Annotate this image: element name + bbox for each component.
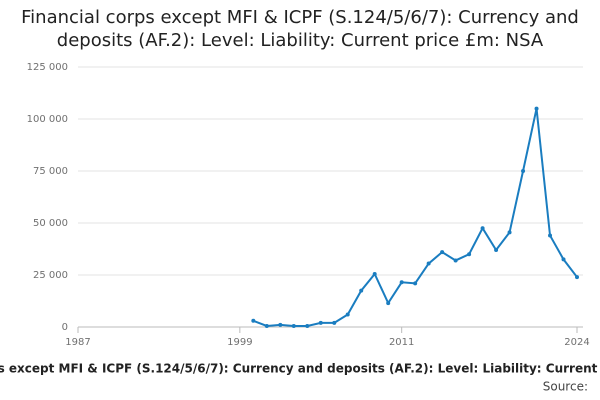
source: Source:: [543, 380, 588, 394]
y-tick-label: 25 000: [33, 270, 68, 281]
point: [548, 233, 553, 238]
point: [440, 250, 445, 255]
x-tick-label: 2024: [564, 337, 589, 348]
y-tick-label: 50 000: [33, 218, 68, 229]
point: [345, 312, 350, 317]
point: [291, 323, 296, 328]
y-tick-label: 100 000: [27, 114, 68, 125]
point: [318, 320, 323, 325]
x-axis-label: Financial corps except MFI & ICPF (S.124…: [0, 362, 600, 376]
point: [372, 271, 377, 276]
point: [251, 318, 256, 323]
point: [264, 323, 269, 328]
point: [386, 301, 391, 306]
point: [467, 252, 472, 257]
x-tick-label: 1999: [227, 337, 252, 348]
point: [399, 280, 404, 285]
point: [521, 169, 526, 173]
point: [278, 322, 283, 327]
point: [426, 261, 431, 266]
x-tick-label: 1987: [65, 337, 90, 348]
point: [332, 320, 337, 325]
point: [575, 275, 579, 280]
point: [480, 226, 485, 231]
x-tick-label: 2011: [389, 337, 414, 348]
point: [305, 323, 310, 328]
point: [494, 248, 499, 253]
y-tick-label: 0: [62, 322, 68, 333]
point: [359, 288, 364, 293]
point: [561, 257, 566, 262]
line: [252, 108, 578, 327]
y-tick-label: 75 000: [33, 166, 68, 177]
point: [534, 106, 539, 111]
point: [507, 230, 512, 235]
point: [413, 281, 418, 286]
chart-title: Financial corps except MFI & ICPF (S.124…: [21, 7, 579, 51]
y-tick-label: 125 000: [27, 62, 68, 73]
point: [453, 258, 458, 263]
